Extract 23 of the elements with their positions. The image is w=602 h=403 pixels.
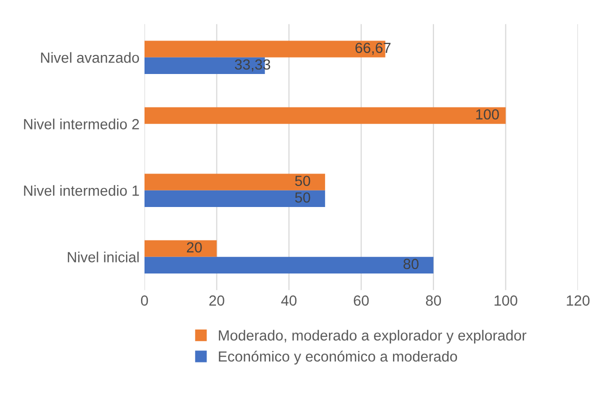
y-tick-label: Nivel avanzado <box>41 52 140 63</box>
x-tick-label: 100 <box>494 295 518 306</box>
x-tick-label: 40 <box>281 295 296 306</box>
data-label: 50 <box>295 176 310 186</box>
data-label: 80 <box>404 258 419 270</box>
bar <box>144 107 506 124</box>
bar <box>144 240 217 257</box>
bar <box>144 174 326 190</box>
data-label: 50 <box>295 192 310 203</box>
data-label: 100 <box>476 109 499 120</box>
legend-label: Moderado, moderado a explorador y explorador <box>218 330 526 344</box>
y-tick-label: Nivel intermedio 2 <box>24 118 139 130</box>
legend-label: Económico y económico a moderado <box>218 350 458 365</box>
x-tick-label: 120 <box>566 295 590 306</box>
bar <box>144 256 434 274</box>
data-label: 20 <box>186 242 202 253</box>
x-tick-label: 20 <box>209 295 224 306</box>
x-tick-label: 60 <box>354 295 369 306</box>
y-tick-label: Nivel inicial <box>68 252 139 262</box>
y-tick-label: Nivel intermedio 1 <box>24 185 139 196</box>
bar <box>144 190 326 208</box>
x-tick-label: 0 <box>140 295 148 306</box>
x-tick-label: 80 <box>426 295 441 306</box>
